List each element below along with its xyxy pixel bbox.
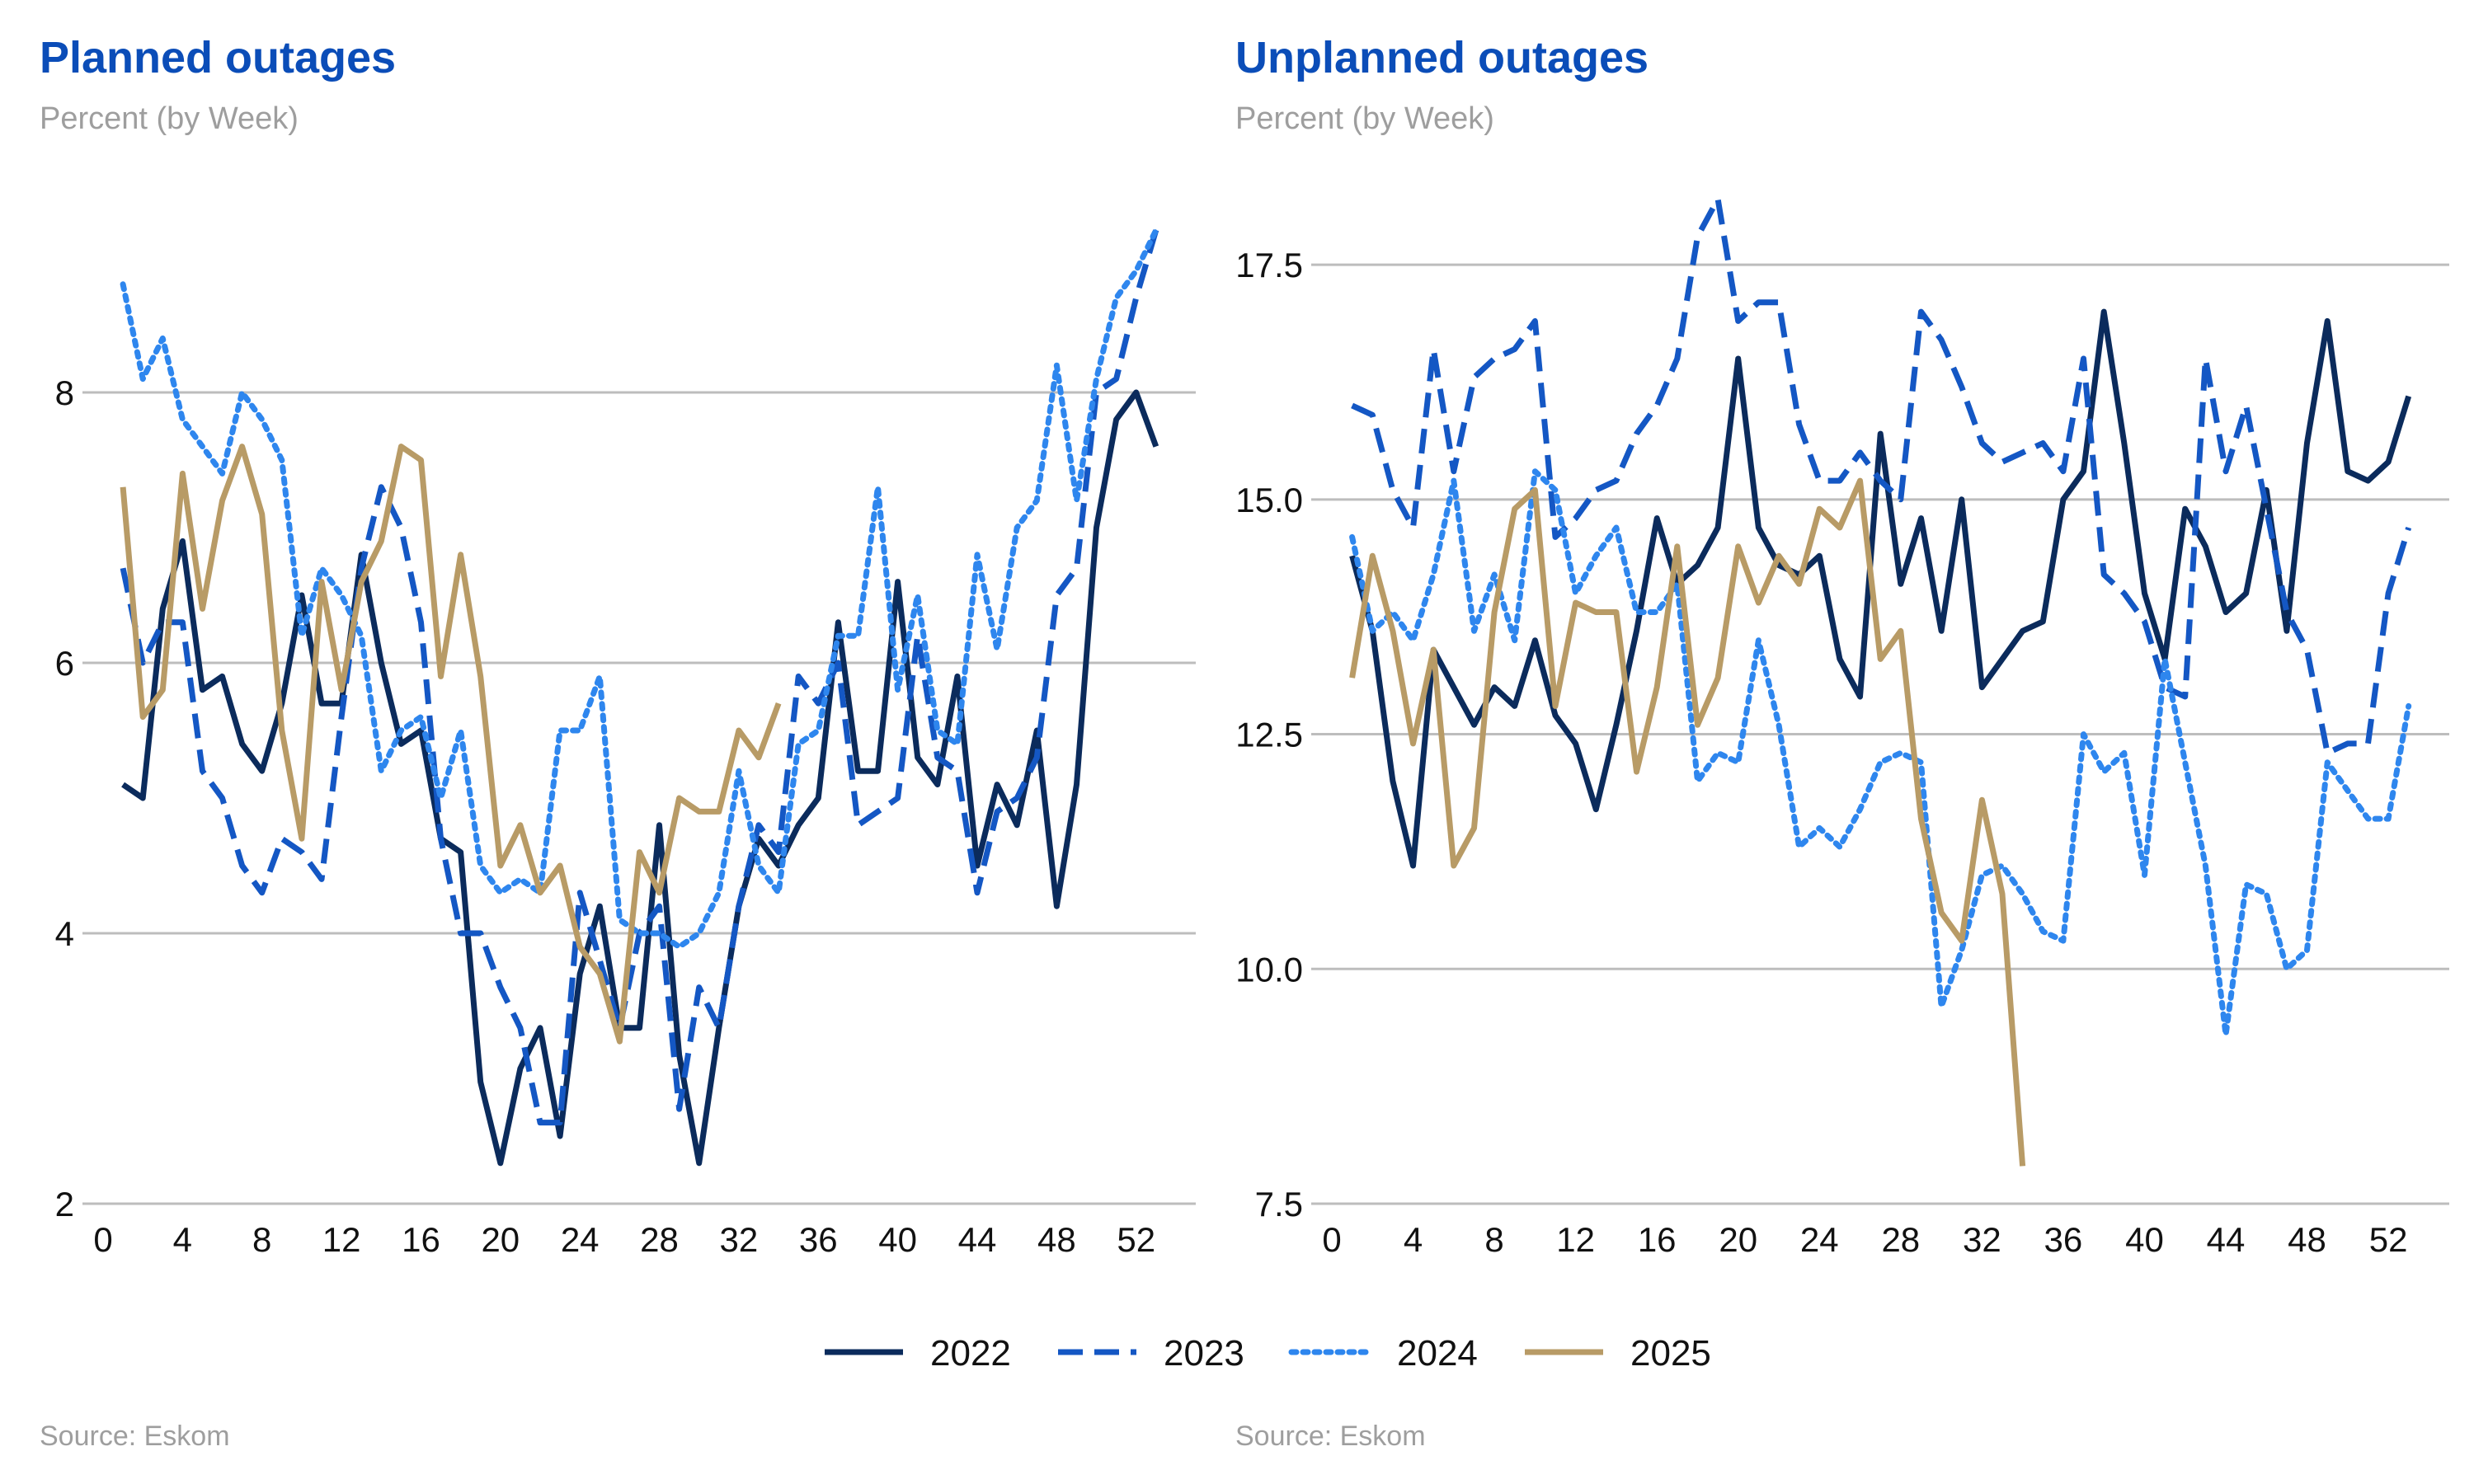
y-tick-label: 17.5 (1235, 246, 1303, 284)
x-tick-label: 4 (173, 1220, 192, 1259)
legend-label: 2024 (1397, 1333, 1478, 1374)
x-tick-label: 0 (93, 1220, 112, 1259)
series-line-2023 (1351, 195, 2412, 756)
series-line-2022 (121, 389, 1159, 1167)
x-tick-label: 12 (1556, 1220, 1595, 1259)
legend-label: 2022 (930, 1333, 1011, 1374)
legend-item-2024: 2024 (1288, 1333, 1478, 1374)
x-tick-label: 20 (1719, 1220, 1757, 1259)
series-lines (120, 227, 1159, 1167)
series-line-2025 (120, 444, 782, 1045)
gridlines (1311, 263, 2449, 1205)
x-tick-label: 16 (402, 1220, 440, 1259)
x-tick-label: 32 (1963, 1220, 2001, 1259)
y-tick-label: 6 (55, 644, 74, 683)
chart-subtitle: Percent (by Week) (40, 101, 299, 136)
x-tick-label: 44 (958, 1220, 997, 1259)
legend-label: 2025 (1630, 1333, 1711, 1374)
x-tick-label: 48 (2288, 1220, 2326, 1259)
y-tick-label: 10.0 (1235, 950, 1303, 989)
source-note: Source: Eskom (40, 1421, 230, 1452)
x-tick-label: 4 (1404, 1220, 1423, 1259)
y-tick-label: 7.5 (1255, 1185, 1303, 1223)
y-tick-labels: 7.5 10.0 12.5 15.0 17.5 (1235, 246, 1303, 1223)
chart-title: Planned outages (40, 33, 396, 82)
x-tick-labels: 0 4 8 12 16 20 24 28 32 36 40 44 48 52 (1322, 1220, 2407, 1259)
chart-title: Unplanned outages (1235, 33, 1649, 82)
x-tick-label: 16 (1638, 1220, 1677, 1259)
x-tick-label: 0 (1322, 1220, 1341, 1259)
x-tick-label: 40 (878, 1220, 917, 1259)
series-lines (1349, 195, 2412, 1167)
chart-subtitle: Percent (by Week) (1235, 101, 1494, 136)
x-tick-label: 48 (1037, 1220, 1076, 1259)
x-tick-label: 20 (481, 1220, 520, 1259)
x-tick-label: 12 (322, 1220, 361, 1259)
x-tick-label: 40 (2125, 1220, 2164, 1259)
x-tick-label: 52 (1117, 1220, 1155, 1259)
unplanned-outages-panel: Unplanned outages Percent (by Week) 7.5 1… (1235, 33, 2449, 1452)
y-tick-labels: 2 4 6 8 (55, 373, 74, 1223)
legend-item-2023: 2023 (1058, 1333, 1244, 1374)
series-line-2022 (1349, 308, 2412, 869)
x-tick-label: 8 (1484, 1220, 1503, 1259)
legend: 2022 2023 2024 2025 (825, 1333, 1711, 1374)
x-tick-label: 24 (561, 1220, 600, 1259)
x-tick-label: 28 (1881, 1220, 1920, 1259)
x-tick-label: 44 (2207, 1220, 2246, 1259)
x-tick-label: 36 (799, 1220, 838, 1259)
series-line-2024 (120, 227, 1159, 950)
legend-item-2022: 2022 (825, 1333, 1011, 1374)
x-tick-label: 28 (640, 1220, 679, 1259)
legend-item-2025: 2025 (1525, 1333, 1711, 1374)
x-tick-label: 24 (1800, 1220, 1839, 1259)
y-tick-label: 2 (55, 1185, 74, 1223)
legend-label: 2023 (1164, 1333, 1244, 1374)
source-note: Source: Eskom (1235, 1421, 1426, 1452)
series-line-2025 (1349, 477, 2026, 1167)
y-tick-label: 8 (55, 373, 74, 412)
y-tick-label: 4 (55, 914, 74, 953)
y-tick-label: 12.5 (1235, 716, 1303, 754)
gridlines (82, 391, 1196, 1205)
x-tick-label: 8 (252, 1220, 271, 1259)
x-tick-label: 32 (720, 1220, 759, 1259)
y-tick-label: 15.0 (1235, 481, 1303, 519)
x-tick-label: 36 (2044, 1220, 2083, 1259)
x-tick-labels: 0 4 8 12 16 20 24 28 32 36 40 44 48 52 (93, 1220, 1155, 1259)
series-line-2024 (1349, 468, 2412, 1038)
x-tick-label: 52 (2369, 1220, 2408, 1259)
